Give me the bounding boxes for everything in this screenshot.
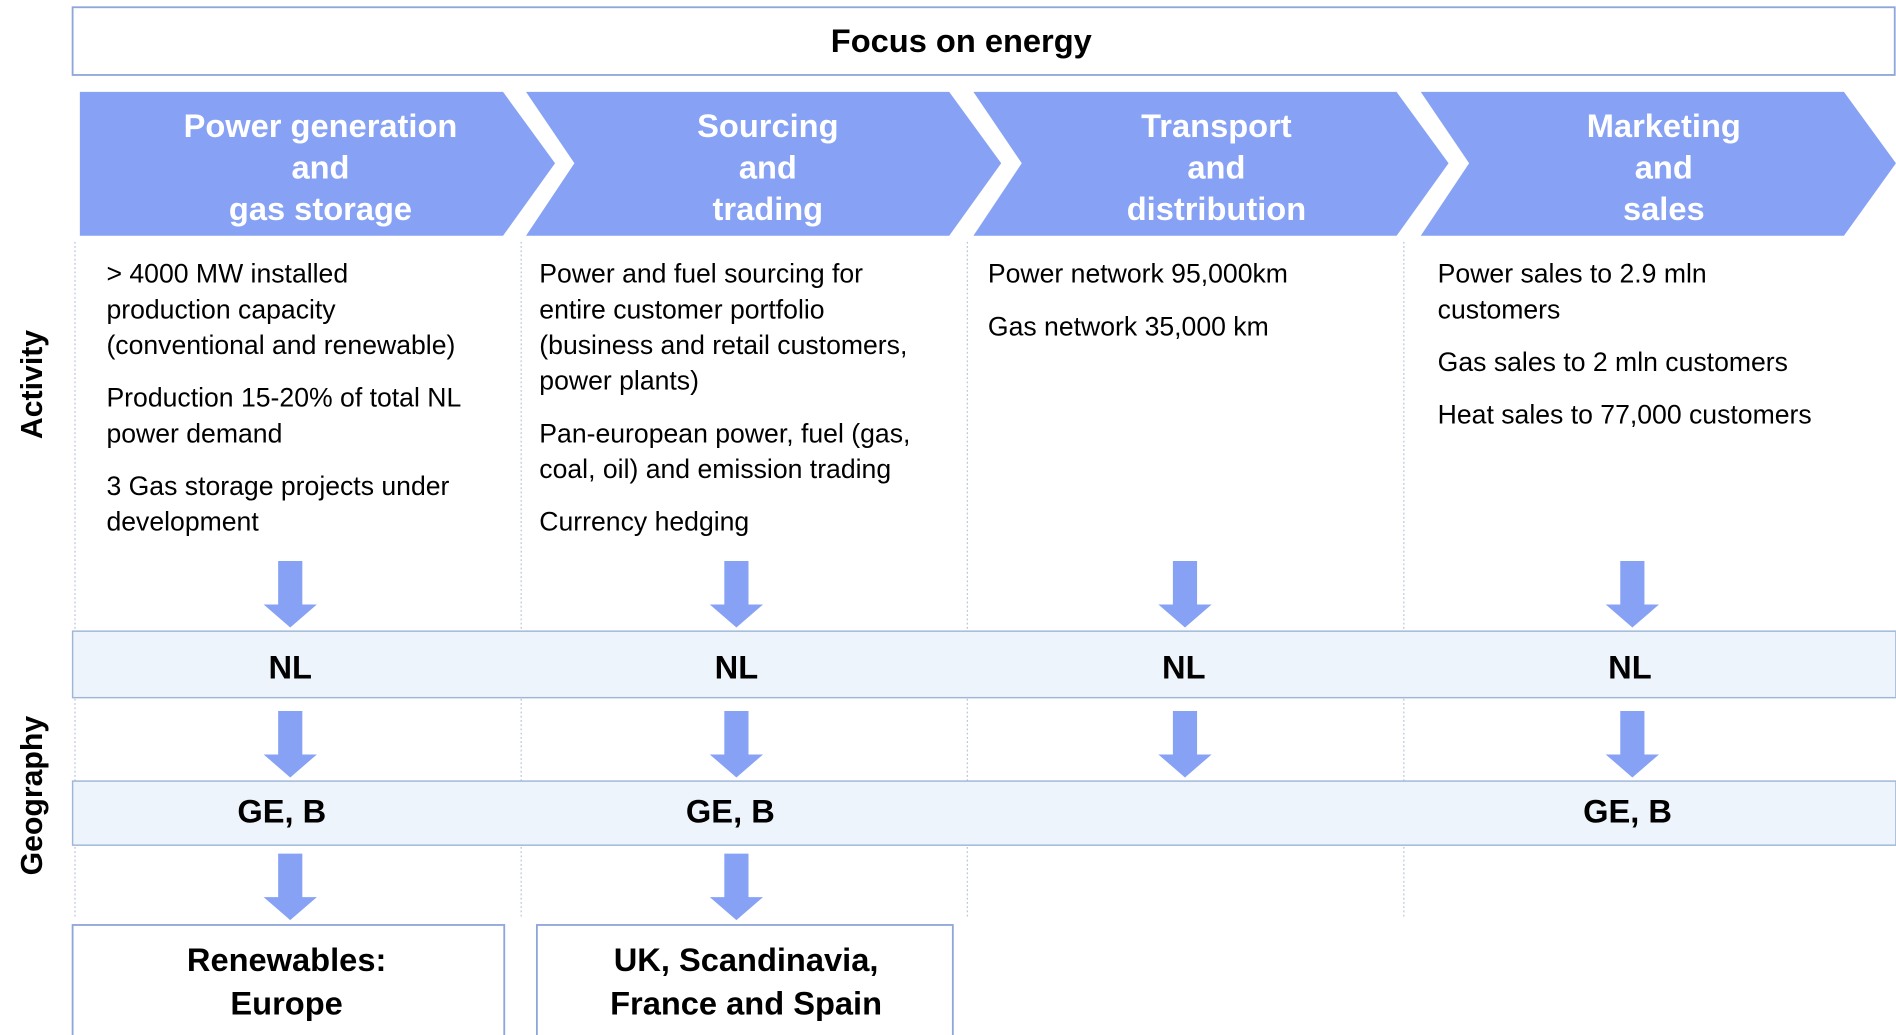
destination-label: UK, Scandinavia, [614, 941, 879, 978]
geography-band [71, 630, 1896, 699]
down-arrow [709, 561, 764, 628]
chevron [973, 91, 1449, 236]
geography-label: NL [715, 648, 759, 685]
column-header: distribution [1127, 190, 1306, 227]
geography-band [71, 780, 1896, 846]
chevron [526, 91, 1002, 236]
activity-text: Gas sales to 2 mln customers [1438, 347, 1788, 377]
geography-label: GE, B [237, 792, 326, 829]
geography-label: GE, B [686, 792, 775, 829]
chevron [1420, 91, 1896, 236]
geography-label: NL [1608, 648, 1652, 685]
title-box [71, 6, 1896, 76]
column-header: trading [713, 190, 824, 227]
column-header: Marketing [1587, 107, 1741, 144]
down-arrow [1158, 710, 1212, 778]
down-arrow [263, 853, 317, 921]
column-header: and [291, 149, 349, 186]
column-header: and [1187, 149, 1245, 186]
geography-label: GE, B [1583, 792, 1672, 829]
activity-text: power plants) [539, 366, 699, 396]
activity-text: Currency hedging [539, 507, 749, 537]
chevron [79, 91, 556, 236]
down-arrow [263, 561, 317, 628]
down-arrow [1158, 561, 1212, 628]
activity-text: > 4000 MW installed [106, 259, 348, 289]
column-header: Transport [1141, 107, 1292, 144]
down-arrow [1605, 561, 1659, 628]
activity-text: (business and retail customers, [539, 330, 907, 360]
activity-text: coal, oil) and emission trading [539, 454, 891, 484]
destination-label: France and Spain [610, 985, 882, 1022]
down-arrow [709, 710, 764, 778]
activity-text: Power network 95,000km [988, 259, 1288, 289]
geography-label: NL [268, 648, 312, 685]
destination-label: Renewables: [187, 941, 386, 978]
destination-box [535, 924, 954, 1035]
activity-text: power demand [106, 418, 282, 448]
column-header: sales [1623, 190, 1705, 227]
column-header: Power generation [184, 107, 458, 144]
activity-text: production capacity [106, 294, 336, 324]
column-header: and [1635, 149, 1693, 186]
destination-box [71, 924, 506, 1035]
activity-text: Power sales to 2.9 mln [1438, 259, 1707, 289]
activity-text: Gas network 35,000 km [988, 311, 1269, 341]
title: Focus on energy [831, 22, 1092, 59]
activity-text: Pan-european power, fuel (gas, [539, 418, 910, 448]
activity-text: 3 Gas storage projects under [106, 471, 449, 501]
column-header: gas storage [229, 190, 412, 227]
activity-text: customers [1438, 294, 1561, 324]
activity-text: Heat sales to 77,000 customers [1438, 400, 1812, 430]
destination-label: Europe [230, 985, 342, 1022]
activity-text: Production 15-20% of total NL [106, 383, 461, 413]
column-header: Sourcing [697, 107, 838, 144]
activity-text: development [106, 507, 259, 537]
column-header: and [739, 149, 797, 186]
side-label: Geography [16, 716, 49, 876]
down-arrow [1605, 710, 1659, 778]
activity-text: Power and fuel sourcing for [539, 259, 863, 289]
geography-label: NL [1162, 648, 1206, 685]
down-arrow [709, 853, 764, 921]
down-arrow [263, 710, 317, 778]
side-label: Activity [16, 330, 49, 439]
activity-text: (conventional and renewable) [106, 330, 455, 360]
activity-text: entire customer portfolio [539, 294, 824, 324]
